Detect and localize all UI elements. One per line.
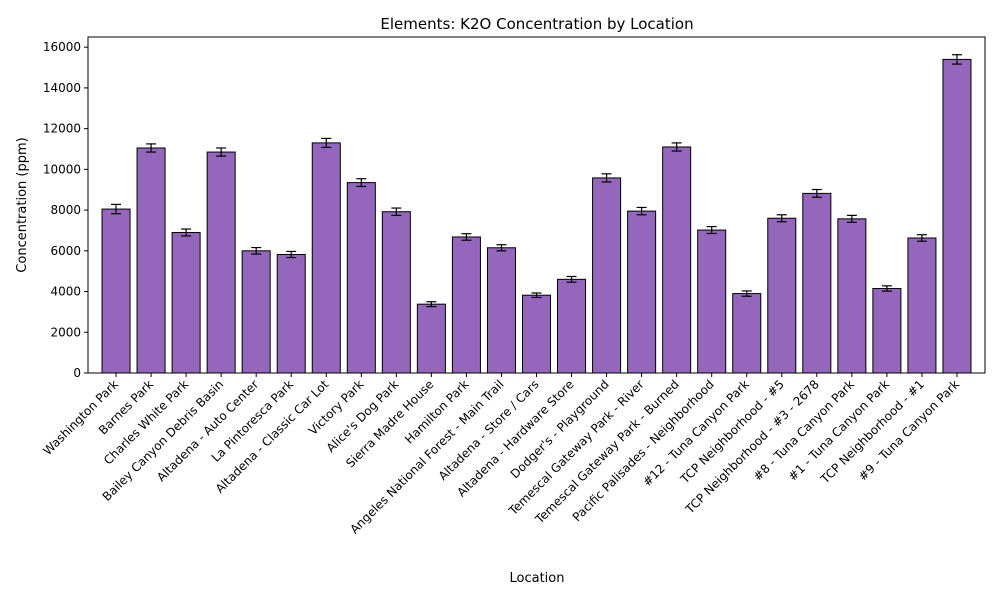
- y-tick-label: 16000: [43, 40, 81, 54]
- bar: [662, 146, 692, 374]
- error-bar: [356, 178, 367, 188]
- error-bar: [391, 207, 402, 216]
- error-bar: [286, 250, 297, 259]
- error-bar: [601, 173, 612, 183]
- bar: [592, 177, 622, 374]
- error-bar: [531, 292, 542, 299]
- bar: [171, 231, 201, 374]
- error-bar: [951, 54, 962, 65]
- error-bars-group: [111, 54, 962, 308]
- bar: [837, 218, 867, 374]
- error-bar: [251, 246, 262, 255]
- error-bar: [216, 147, 227, 157]
- error-bar: [146, 143, 157, 153]
- bar: [311, 142, 341, 374]
- plot-frame: [87, 36, 986, 374]
- error-bar: [566, 275, 577, 283]
- y-axis-label: Concentration (ppm): [15, 137, 30, 272]
- bar: [346, 182, 376, 374]
- bar: [241, 250, 271, 374]
- y-tick-label: 0: [73, 366, 81, 380]
- bar: [802, 192, 832, 374]
- bar: [907, 237, 937, 374]
- bar: [872, 287, 902, 374]
- bar: [206, 151, 236, 374]
- error-bar: [671, 142, 682, 152]
- y-tick-label: 12000: [43, 122, 81, 136]
- error-bar: [706, 225, 717, 235]
- error-bar: [776, 214, 787, 223]
- error-bar: [181, 228, 192, 237]
- bar: [627, 210, 657, 374]
- error-bar: [111, 203, 122, 215]
- y-tick-label: 4000: [50, 285, 81, 299]
- bar: [381, 211, 411, 374]
- bar: [521, 294, 552, 374]
- bar: [942, 58, 972, 374]
- bar: [767, 217, 797, 374]
- error-bar: [461, 233, 472, 241]
- bar: [136, 147, 166, 374]
- bar: [697, 229, 727, 374]
- bar: [416, 303, 446, 374]
- error-bar: [636, 206, 647, 216]
- error-bar: [881, 285, 892, 292]
- bar: [486, 247, 516, 374]
- error-bar: [811, 188, 822, 198]
- y-tick-label: 8000: [50, 203, 81, 217]
- error-bar: [426, 301, 437, 308]
- bar: [101, 208, 131, 374]
- y-axis: 0 2000 4000 6000 8000 10000 12000 14000 16000: [43, 40, 88, 380]
- bar: [276, 253, 306, 374]
- error-bar: [321, 137, 332, 148]
- bars-group: [101, 58, 972, 374]
- y-tick-label: 6000: [50, 244, 81, 258]
- chart-title: Elements: K2O Concentration by Location: [380, 15, 693, 33]
- bar: [451, 236, 481, 374]
- y-tick-label: 2000: [50, 325, 81, 339]
- bar: [732, 293, 762, 374]
- error-bar: [916, 234, 927, 242]
- y-tick-label: 10000: [43, 162, 81, 176]
- y-tick-label: 14000: [43, 81, 81, 95]
- error-bar: [741, 290, 752, 297]
- x-axis-label: Location: [510, 571, 565, 586]
- bar: [557, 278, 587, 374]
- error-bar: [496, 244, 507, 252]
- error-bar: [846, 214, 857, 223]
